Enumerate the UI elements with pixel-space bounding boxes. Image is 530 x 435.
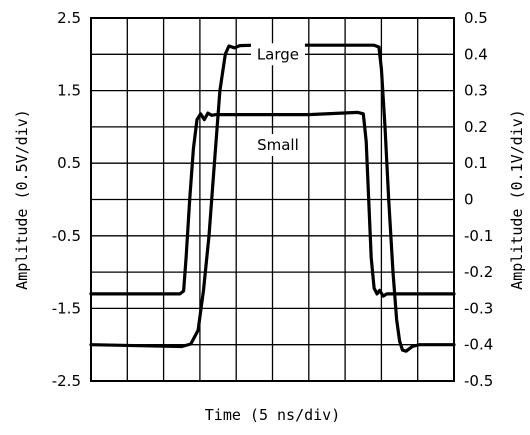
x-axis-title: Time (5 ns/div): [205, 406, 340, 424]
y-axis-title-right: Amplitude (0.1V/div): [508, 109, 526, 290]
plot-frame: [90, 17, 455, 382]
y-tick-label-left: 2.5: [57, 9, 81, 27]
y-tick-label-right: 0: [464, 191, 474, 209]
y-tick-label-right: -0.2: [464, 263, 493, 281]
y-tick-label-left: 0.5: [57, 154, 81, 172]
annotation-background: [250, 43, 305, 66]
annotations: Large Small: [250, 43, 305, 157]
annotation-background: [250, 134, 305, 157]
y-tick-label-right: -0.3: [464, 299, 493, 317]
left-axis: 2.5 1.5 0.5 -0.5 -1.5 -2.5: [52, 9, 81, 390]
y-tick-label-right: 0.5: [464, 9, 488, 27]
y-tick-label-right: -0.5: [464, 372, 493, 390]
annotation-label: Small: [257, 136, 299, 154]
y-tick-label-right: -0.1: [464, 227, 493, 245]
y-tick-label-right: 0.2: [464, 118, 488, 136]
right-axis: 0.5 0.4 0.3 0.2 0.1 0 -0.1 -0.2 -0.3 -0.4 -0.5: [464, 9, 493, 390]
y-tick-label-right: -0.4: [464, 336, 493, 354]
y-tick-label-right: 0.3: [464, 82, 488, 100]
y-tick-label-right: 0.4: [464, 45, 488, 63]
y-tick-label-left: -0.5: [52, 227, 81, 245]
series-line-small: [89, 110, 456, 298]
y-tick-label-left: -1.5: [52, 299, 81, 317]
series-layer: [89, 43, 456, 353]
y-tick-label-left: -2.5: [52, 372, 81, 390]
y-tick-label-left: 1.5: [57, 82, 81, 100]
series-line-large: [89, 43, 456, 353]
annotation-label: Large: [257, 45, 299, 63]
y-axis-title-left: Amplitude (0.5V/div): [13, 109, 31, 290]
y-tick-label-right: 0.1: [464, 154, 488, 172]
